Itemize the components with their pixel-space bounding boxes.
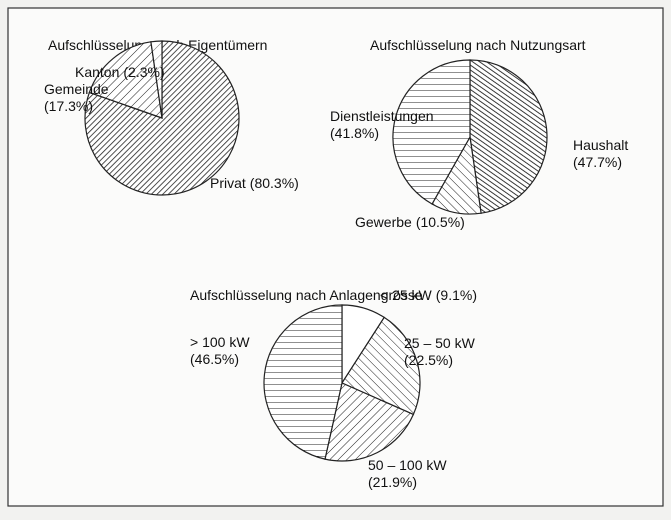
pie-slice — [263, 304, 343, 460]
slice-value-label: (2.3%) — [123, 64, 164, 80]
slice-value-label: (22.5%) — [404, 352, 453, 368]
slice-value-label: (21.9%) — [368, 474, 417, 490]
pie-slice — [150, 40, 163, 119]
chart-title: Aufschlüsselung nach Nutzungsart — [370, 37, 586, 53]
slice-category: > 100 kW — [190, 334, 250, 350]
pie-slice — [88, 41, 163, 119]
slice-value-label: (9.1%) — [436, 287, 477, 303]
slice-label: Haushalt (47.7%) — [573, 137, 628, 170]
slice-label: Privat (80.3%) — [210, 175, 299, 191]
chart-title: Aufschlüsselung nach Anlagengrösse — [190, 287, 423, 303]
slice-value-label: (80.3%) — [250, 175, 299, 191]
slice-label: Dienstleistungen (41.8%) — [330, 108, 434, 141]
slice-category: Privat — [210, 175, 246, 191]
slice-category: Kanton — [75, 64, 119, 80]
pie-slice — [392, 59, 471, 205]
slice-category: Dienstleistungen — [330, 108, 434, 124]
slice-label: Gemeinde (17.3%) — [44, 81, 109, 114]
slice-category: 25 – 50 kW — [404, 335, 476, 351]
slice-value-label: (47.7%) — [573, 154, 622, 170]
pie-slice — [341, 316, 421, 416]
pie-slice — [469, 59, 548, 214]
slice-category: Haushalt — [573, 137, 628, 153]
slice-label: 25 – 50 kW (22.5%) — [404, 335, 476, 368]
slice-value-label: (17.3%) — [44, 98, 93, 114]
slice-value-label: (41.8%) — [330, 125, 379, 141]
slice-value-label: (10.5%) — [416, 214, 465, 230]
pie-slice — [324, 382, 415, 462]
slice-label: Kanton (2.3%) — [75, 64, 165, 80]
slice-category: 50 – 100 kW — [368, 457, 447, 473]
slice-category: < 25 kW — [380, 287, 433, 303]
slice-value-label: (46.5%) — [190, 351, 239, 367]
slice-label: Gewerbe (10.5%) — [355, 214, 465, 230]
slice-label: > 100 kW (46.5%) — [190, 334, 250, 367]
slice-category: Gewerbe — [355, 214, 412, 230]
slice-label: < 25 kW (9.1%) — [380, 287, 477, 303]
slice-category: Gemeinde — [44, 81, 109, 97]
slice-label: 50 – 100 kW (21.9%) — [368, 457, 447, 490]
